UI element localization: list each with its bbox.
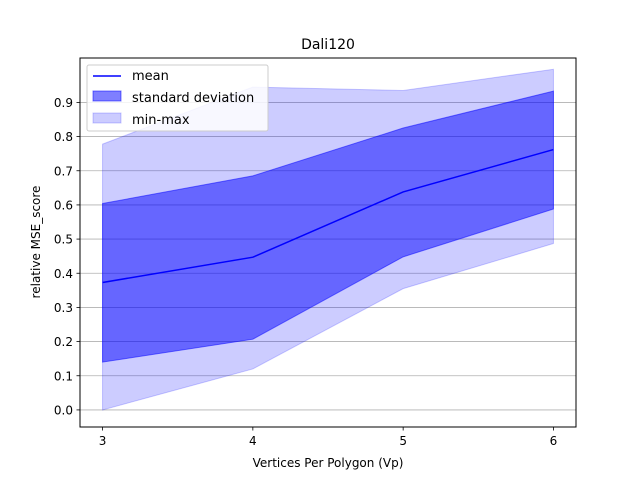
mean-line xyxy=(102,148,554,284)
y-axis-ticks: 0.0 0.1 0.2 0.3 0.4 0.5 0.6 0.7 0.8 0.9 xyxy=(54,96,80,417)
x-axis-ticks: 3 4 5 6 xyxy=(99,427,558,448)
y-tick-label: 0.5 xyxy=(54,233,73,247)
y-tick-label: 0.2 xyxy=(54,335,73,349)
y-tick-label: 0.0 xyxy=(54,403,73,417)
x-tick-label: 4 xyxy=(249,434,257,448)
y-tick-label: 0.6 xyxy=(54,198,73,212)
mean-line-layer xyxy=(102,148,554,284)
y-tick-label: 0.1 xyxy=(54,369,73,383)
chart-title: Dali120 xyxy=(301,37,355,53)
bands xyxy=(102,68,554,411)
y-tick-label: 0.3 xyxy=(54,301,73,315)
y-axis-label: relative MSE_score xyxy=(29,186,43,299)
legend-std-swatch xyxy=(92,90,122,102)
legend-mean-label: mean xyxy=(132,69,169,84)
legend-std-label: standard deviation xyxy=(132,91,254,106)
legend-minmax-label: min-max xyxy=(132,113,190,128)
legend-box xyxy=(86,64,269,132)
y-tick-label: 0.8 xyxy=(54,130,73,144)
y-tick-label: 0.4 xyxy=(54,267,73,281)
x-tick-label: 5 xyxy=(399,434,407,448)
standard-deviation-band xyxy=(102,90,554,363)
legend-minmax-swatch xyxy=(92,112,122,124)
x-tick-label: 3 xyxy=(99,434,107,448)
legend: mean standard deviation min-max xyxy=(86,64,269,132)
plot-frame xyxy=(79,57,577,428)
x-tick-label: 6 xyxy=(550,434,558,448)
y-tick-label: 0.9 xyxy=(54,96,73,110)
y-tick-label: 0.7 xyxy=(54,164,73,178)
x-axis-label: Vertices Per Polygon (Vp) xyxy=(253,456,404,470)
